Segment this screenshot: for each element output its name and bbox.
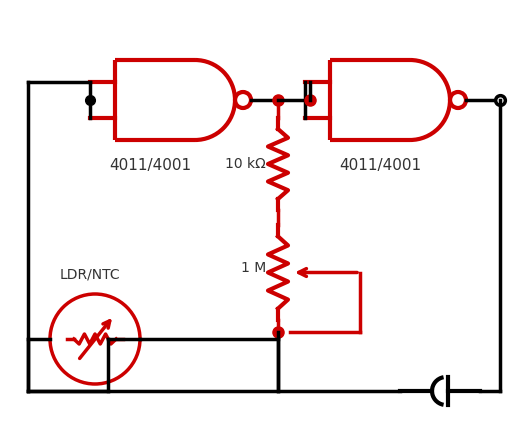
- Text: 1 M: 1 M: [241, 260, 266, 275]
- Text: 4011/4001: 4011/4001: [339, 158, 421, 173]
- Text: 4011/4001: 4011/4001: [109, 158, 191, 173]
- Text: 10 kΩ: 10 kΩ: [225, 157, 266, 171]
- Text: LDR/NTC: LDR/NTC: [59, 268, 120, 282]
